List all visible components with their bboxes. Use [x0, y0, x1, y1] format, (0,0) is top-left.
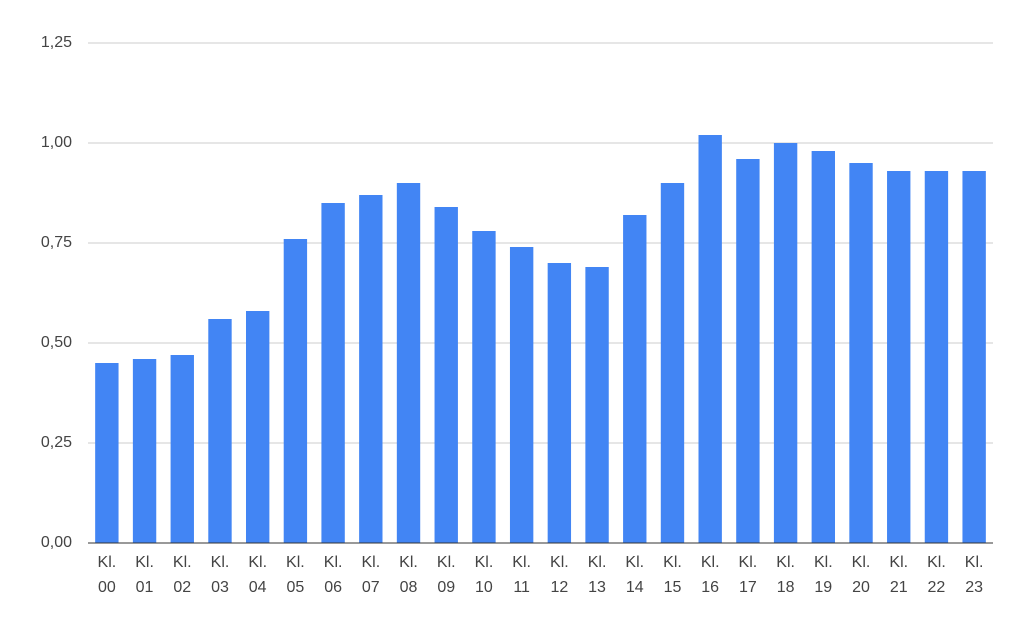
x-tick-label: Kl. 19	[814, 554, 833, 596]
bar	[245, 311, 270, 543]
x-tick-label: Kl. 04	[248, 554, 267, 596]
x-tick-label: Kl. 14	[625, 554, 644, 596]
x-tick-label: Kl. 05	[286, 554, 305, 596]
bar	[321, 203, 345, 543]
bar	[472, 231, 496, 543]
bar	[887, 171, 911, 543]
x-tick-label: Kl. 12	[550, 554, 569, 596]
x-tick-label: Kl. 13	[588, 554, 607, 596]
bar	[773, 143, 798, 543]
bar	[849, 163, 873, 543]
x-tick-label: Kl. 16	[701, 554, 720, 596]
bar	[132, 359, 157, 543]
bar	[660, 183, 685, 543]
bar	[170, 355, 194, 543]
bar	[396, 183, 421, 543]
bar	[359, 195, 383, 543]
x-tick-label: Kl. 09	[437, 554, 456, 596]
x-tick-label: Kl. 15	[663, 554, 682, 596]
x-tick-label: Kl. 06	[324, 554, 343, 596]
bar	[509, 247, 534, 543]
x-tick-label: Kl. 01	[135, 554, 154, 596]
x-tick-label: Kl. 18	[776, 554, 795, 596]
y-tick-label: 1,25	[41, 34, 72, 51]
y-tick-label: 0,00	[41, 534, 72, 551]
bar	[283, 239, 308, 543]
bar	[434, 207, 458, 543]
x-tick-label: Kl. 17	[739, 554, 758, 596]
bar	[623, 215, 647, 543]
bar	[585, 267, 609, 543]
x-tick-label: Kl. 08	[399, 554, 418, 596]
x-tick-label: Kl. 21	[889, 554, 908, 596]
x-tick-label: Kl. 02	[173, 554, 192, 596]
y-tick-label: 1,00	[41, 134, 72, 151]
bar	[736, 159, 760, 543]
y-tick-label: 0,50	[41, 334, 72, 351]
y-tick-label: 0,25	[41, 434, 72, 451]
bar	[962, 171, 986, 543]
bar	[208, 319, 232, 543]
x-tick-label: Kl. 07	[361, 554, 380, 596]
x-tick-label: Kl. 22	[927, 554, 946, 596]
bar	[924, 171, 949, 543]
bar	[547, 263, 572, 543]
bar	[95, 363, 119, 543]
bar	[811, 151, 836, 543]
x-tick-label: Kl. 23	[965, 554, 984, 596]
x-tick-label: Kl. 11	[512, 554, 531, 596]
x-tick-label: Kl. 10	[475, 554, 494, 596]
y-tick-label: 0,75	[41, 234, 72, 251]
bar	[698, 135, 722, 543]
x-tick-label: Kl. 03	[211, 554, 230, 596]
x-tick-label: Kl. 20	[852, 554, 871, 596]
x-tick-label: Kl. 00	[98, 554, 117, 596]
